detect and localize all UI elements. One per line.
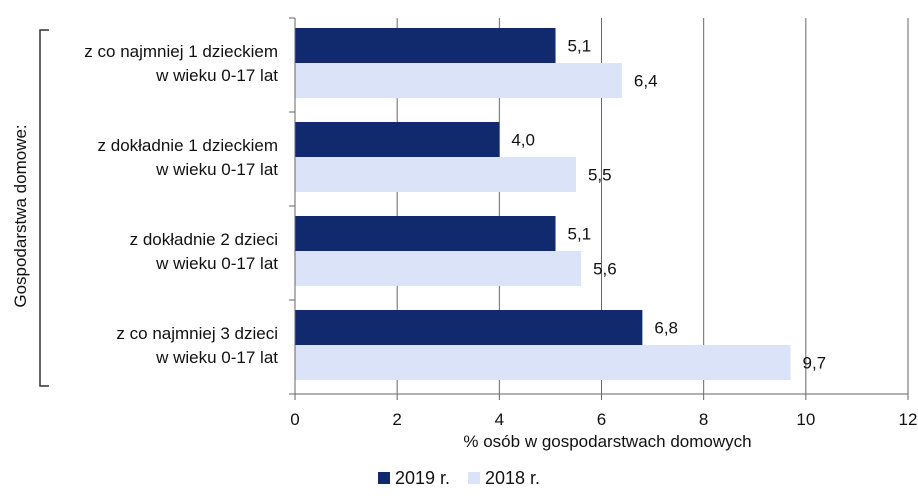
legend-label-2018: 2018 r.	[485, 467, 541, 488]
bar-2018-2	[295, 251, 582, 286]
data-label-2018-1: 5,5	[588, 166, 612, 185]
bar-2018-0	[295, 63, 622, 98]
legend-swatch-2018	[468, 472, 480, 484]
category-label-1-line-1: w wieku 0-17 lat	[155, 160, 278, 179]
legend-item-2019: 2019 r.	[377, 467, 450, 489]
legend-item-2018: 2018 r.	[468, 468, 540, 489]
y-axis-title: Gospodarstwa domowe:	[11, 124, 30, 307]
legend-swatch-2019	[377, 472, 390, 484]
x-tick-label-2: 4	[495, 410, 504, 429]
x-tick-label-4: 8	[699, 410, 708, 429]
category-label-1-line-0: z dokładnie 1 dzieckiem	[98, 136, 278, 155]
bar-2018-1	[295, 157, 576, 192]
legend-label-2019: 2019 r.	[394, 467, 450, 488]
bar-2019-3	[295, 310, 643, 345]
data-label-2019-3: 6,8	[654, 319, 678, 338]
data-label-2019-2: 5,1	[568, 225, 592, 244]
category-label-0-line-0: z co najmniej 1 dzieckiem	[84, 42, 278, 61]
category-label-3-line-1: w wieku 0-17 lat	[155, 348, 278, 367]
data-label-2018-2: 5,6	[593, 260, 617, 279]
category-label-2-line-1: w wieku 0-17 lat	[155, 254, 278, 273]
x-tick-label-1: 2	[392, 410, 401, 429]
x-tick-label-0: 0	[290, 410, 299, 429]
data-label-2018-3: 9,7	[803, 354, 827, 373]
chart-legend: 2019 r. 2018 r.	[0, 466, 918, 490]
data-label-2018-0: 6,4	[634, 72, 658, 91]
y-axis-bracket	[39, 29, 49, 387]
x-axis-title: % osób w gospodarstwach domowych	[463, 432, 751, 451]
category-label-2-line-0: z dokładnie 2 dzieci	[130, 230, 278, 249]
x-tick-label-6: 12	[899, 410, 918, 429]
data-label-2019-1: 4,0	[511, 131, 535, 150]
x-tick-label-5: 10	[796, 410, 815, 429]
category-label-3-line-0: z co najmniej 3 dzieci	[116, 324, 278, 343]
x-tick-label-3: 6	[597, 410, 606, 429]
bar-2019-2	[295, 216, 556, 251]
data-label-2019-0: 5,1	[568, 37, 592, 56]
bar-2019-1	[295, 122, 500, 157]
bar-2018-3	[295, 345, 791, 380]
bar-2019-0	[295, 28, 556, 63]
category-label-0-line-1: w wieku 0-17 lat	[155, 66, 278, 85]
